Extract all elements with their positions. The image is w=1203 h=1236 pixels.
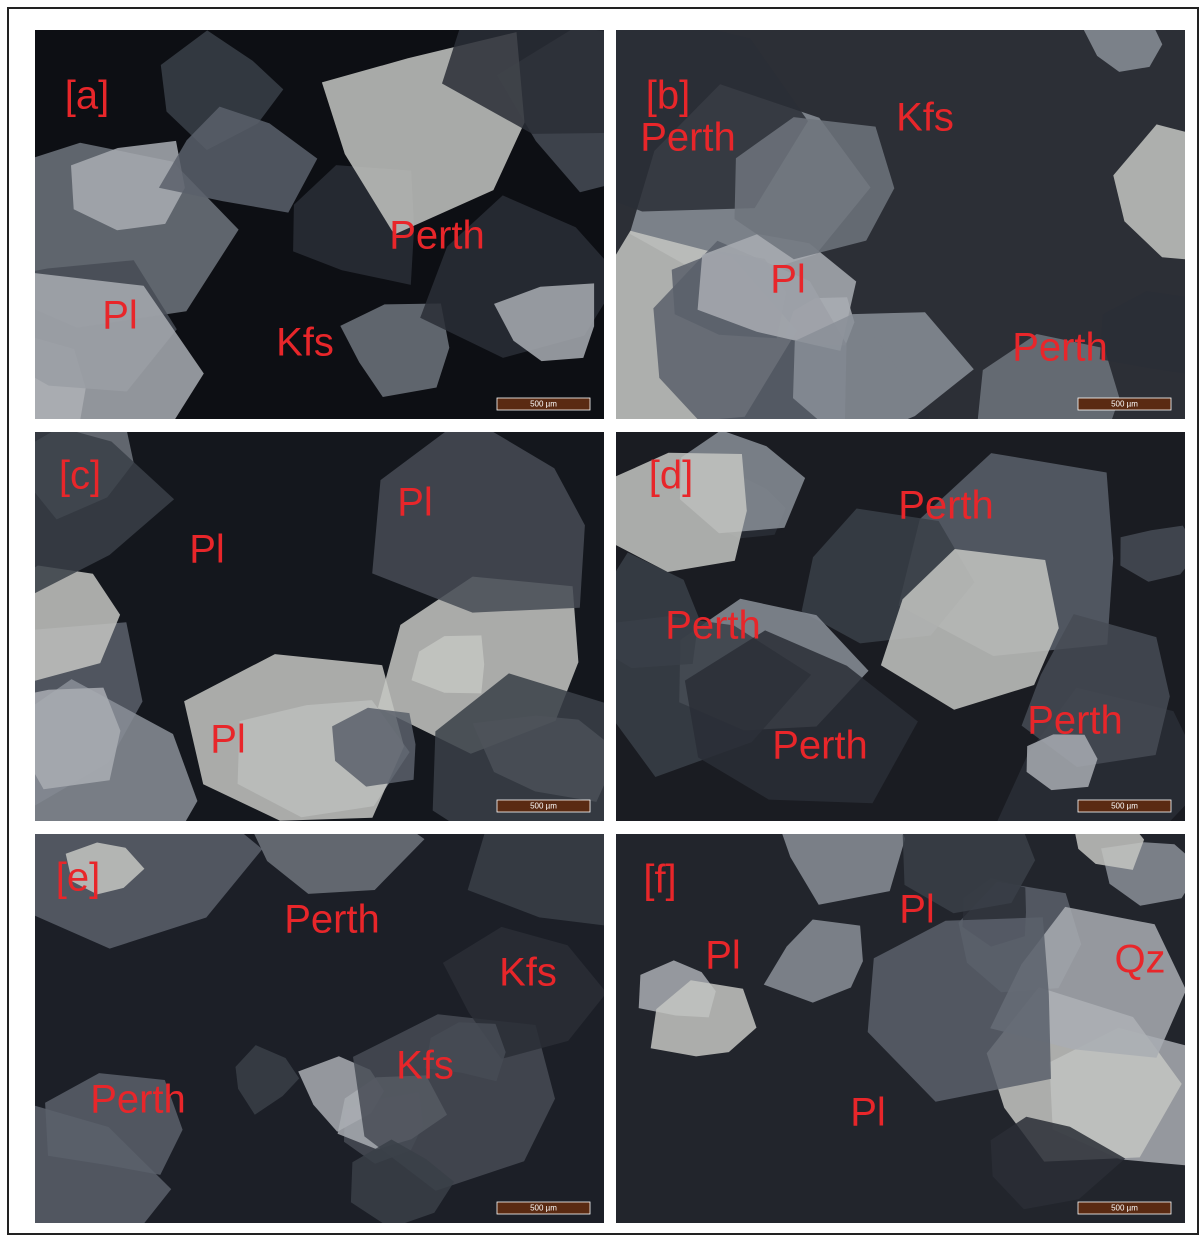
scale-bar xyxy=(496,799,591,813)
grain xyxy=(1021,614,1170,767)
grain xyxy=(235,1045,300,1115)
micrograph xyxy=(616,432,1185,821)
grain xyxy=(442,30,604,134)
grain xyxy=(990,1116,1126,1210)
mineral-label: Perth xyxy=(1012,326,1108,370)
grain xyxy=(184,654,404,821)
panel-label: [d] xyxy=(649,454,693,498)
mineral-label: Kfs xyxy=(276,321,334,365)
panel-label: [f] xyxy=(643,858,676,902)
mineral-label: Pl xyxy=(850,1091,886,1135)
mineral-label: Kfs xyxy=(499,951,557,995)
scale-bar-label: 500 µm xyxy=(1111,400,1138,409)
mineral-label: Pl xyxy=(102,294,138,338)
scale-bar-label: 500 µm xyxy=(1111,802,1138,811)
grain xyxy=(697,234,857,351)
grain xyxy=(432,673,604,821)
mineral-label: Pl xyxy=(189,528,225,572)
mineral-label: Kfs xyxy=(896,96,954,140)
grain xyxy=(782,834,906,905)
micrograph xyxy=(616,30,1185,419)
scale-bar xyxy=(1077,1201,1172,1215)
grain xyxy=(616,452,747,572)
scale-bar-label: 500 µm xyxy=(530,1204,557,1213)
panel: [e] Perth Kfs Kfs Perth 500 µm xyxy=(35,834,604,1223)
grain xyxy=(1113,124,1185,260)
grain xyxy=(902,834,1036,914)
panel: [a] Pl Kfs Perth 500 µm xyxy=(35,30,604,419)
grain xyxy=(734,117,895,260)
grain xyxy=(350,1139,455,1223)
grain xyxy=(494,283,595,362)
mineral-label: Perth xyxy=(389,214,485,258)
micrograph xyxy=(35,834,604,1223)
grain xyxy=(1099,291,1185,374)
grain xyxy=(1026,734,1098,791)
grain xyxy=(425,1022,506,1082)
grain xyxy=(793,312,974,419)
scale-bar xyxy=(496,397,591,411)
grain xyxy=(880,549,1059,710)
mineral-label: Pl xyxy=(705,934,741,978)
grain xyxy=(332,707,416,787)
grain xyxy=(71,140,185,231)
grain xyxy=(35,687,121,790)
mineral-label: Perth xyxy=(772,724,868,768)
micrograph xyxy=(616,834,1185,1223)
mineral-label: Pl xyxy=(899,888,935,932)
micrograph xyxy=(35,432,604,821)
grain xyxy=(372,432,585,613)
grain xyxy=(35,432,175,594)
panel-label: [c] xyxy=(59,454,101,498)
panel: [c] Pl Pl Pl 500 µm xyxy=(35,432,604,821)
panel-label: [a] xyxy=(65,74,109,118)
panel-label: [b] xyxy=(646,74,690,118)
grain xyxy=(763,919,863,1003)
grain xyxy=(158,106,318,213)
mineral-label: Pl xyxy=(397,481,433,525)
mineral-label: Qz xyxy=(1114,938,1165,982)
mineral-label: Perth xyxy=(1027,699,1123,743)
scale-bar xyxy=(1077,397,1172,411)
mineral-label: Kfs xyxy=(396,1044,454,1088)
grain xyxy=(467,834,604,926)
mineral-label: Pl xyxy=(770,258,806,302)
panel: [f] Pl Pl Qz Pl 500 µm xyxy=(616,834,1185,1223)
grain xyxy=(684,630,918,804)
grain xyxy=(1120,525,1185,582)
grain xyxy=(254,834,425,894)
grain xyxy=(35,565,121,681)
scale-bar-label: 500 µm xyxy=(530,400,557,409)
scale-bar xyxy=(496,1201,591,1215)
mineral-label: Perth xyxy=(90,1078,186,1122)
grain xyxy=(411,635,485,694)
grain xyxy=(65,842,145,895)
scale-bar-label: 500 µm xyxy=(1111,1204,1138,1213)
mineral-label: Perth xyxy=(640,116,736,160)
mineral-label: Pl xyxy=(210,718,246,762)
grain xyxy=(650,980,757,1057)
mineral-label: Perth xyxy=(284,898,380,942)
scale-bar-label: 500 µm xyxy=(530,802,557,811)
panel: [d] Perth Perth Perth Perth 500 µm xyxy=(616,432,1185,821)
frame xyxy=(7,7,1199,1235)
grain xyxy=(867,917,1051,1102)
grain xyxy=(1075,834,1145,870)
mineral-label: Perth xyxy=(665,604,761,648)
grain xyxy=(340,303,450,397)
grain xyxy=(35,273,204,419)
grain xyxy=(35,1105,172,1223)
micrograph xyxy=(35,30,604,419)
panel-label: [e] xyxy=(56,856,100,900)
grain xyxy=(1083,30,1163,72)
mineral-label: Perth xyxy=(898,484,994,528)
scale-bar xyxy=(1077,799,1172,813)
